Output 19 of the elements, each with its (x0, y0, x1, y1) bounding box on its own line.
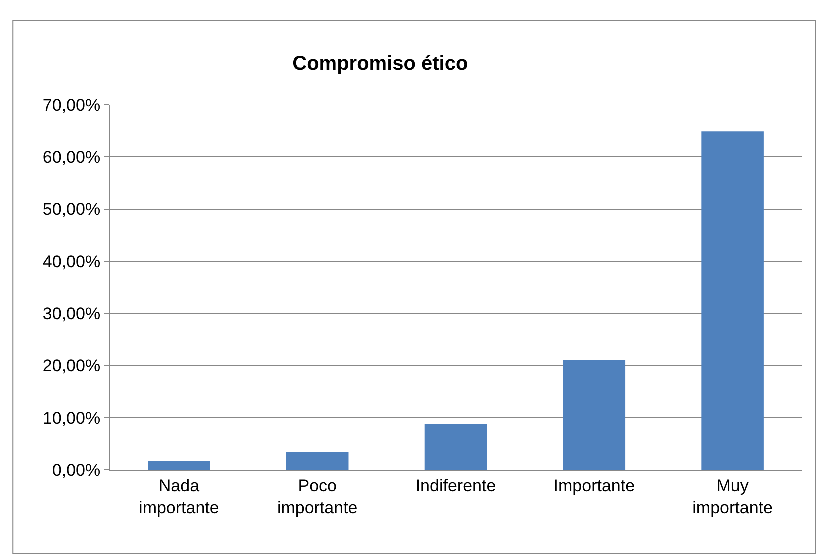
x-tick-label: Nada importante (139, 476, 220, 518)
bar (563, 360, 626, 470)
chart-title: Compromiso ético (292, 53, 468, 75)
y-tick-label: 0,00% (52, 460, 101, 480)
y-tick-label: 60,00% (42, 148, 101, 168)
bar (702, 132, 764, 470)
y-tick-label: 20,00% (42, 356, 101, 376)
x-tick-label: Importante (554, 476, 636, 496)
x-tick-label: Poco importante (277, 476, 358, 518)
x-tick-label: Indiferente (416, 476, 496, 496)
y-tick-label: 40,00% (42, 252, 101, 272)
y-tick-label: 10,00% (42, 408, 101, 428)
bar (424, 424, 488, 470)
y-tick-label: 70,00% (42, 96, 101, 115)
y-tick-label: 30,00% (42, 304, 101, 324)
bar (148, 461, 210, 470)
x-tick-label: Muy importante (692, 476, 773, 518)
y-tick-label: 50,00% (42, 200, 101, 220)
bar (286, 452, 349, 470)
